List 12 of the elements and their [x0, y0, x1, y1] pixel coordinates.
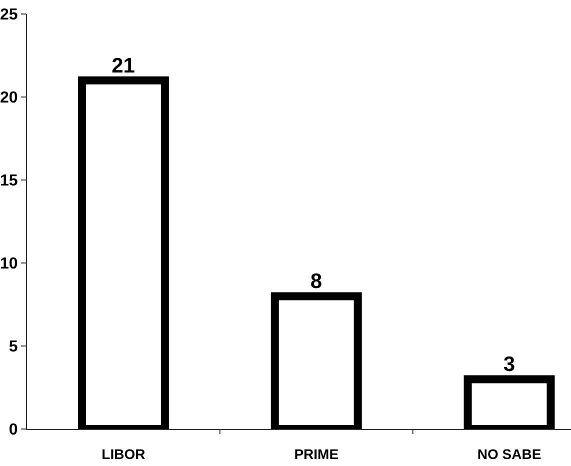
data-label: 3	[503, 353, 516, 376]
y-tick-label: 5	[8, 338, 18, 356]
data-label: 8	[310, 270, 322, 294]
data-label: 21	[112, 54, 136, 78]
y-tick-label: 0	[8, 422, 18, 439]
y-tick-label: 15	[0, 172, 18, 190]
y-tick-label: 20	[0, 90, 18, 107]
x-tick-label: LIBOR	[102, 446, 146, 462]
y-tick-label: 25	[0, 6, 18, 24]
x-tick-label: NO SABE	[477, 446, 542, 462]
x-tick-label: PRIME	[294, 446, 339, 462]
y-tick-label: 10	[0, 256, 18, 273]
